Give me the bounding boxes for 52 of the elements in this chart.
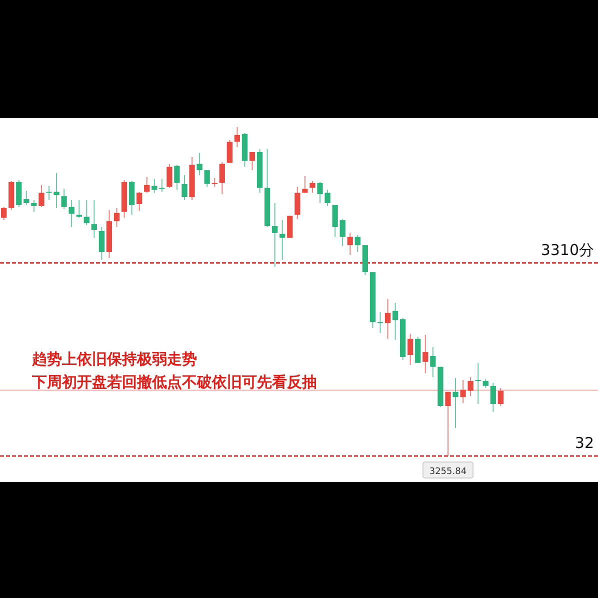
candlestick bbox=[408, 333, 414, 366]
candlestick bbox=[1, 206, 7, 221]
candlestick bbox=[38, 184, 44, 208]
candlestick bbox=[384, 298, 391, 340]
candlestick bbox=[392, 302, 398, 340]
candlestick bbox=[490, 382, 496, 412]
candlestick bbox=[16, 179, 22, 208]
candlestick bbox=[196, 152, 202, 176]
candlestick bbox=[422, 334, 428, 374]
candlestick bbox=[310, 180, 316, 194]
candlestick bbox=[61, 188, 67, 210]
candlestick bbox=[332, 204, 338, 238]
candlestick bbox=[128, 180, 135, 216]
candlestick bbox=[272, 202, 278, 268]
annotation: 趋势上依旧保持极弱走势 bbox=[31, 350, 197, 368]
candlestick bbox=[340, 218, 346, 247]
candlestick bbox=[377, 311, 384, 334]
candlestick bbox=[24, 190, 30, 206]
candlestick bbox=[136, 191, 142, 212]
candlestick bbox=[280, 220, 286, 260]
candlestick bbox=[475, 362, 481, 405]
candlestick bbox=[159, 178, 165, 192]
candlestick bbox=[31, 200, 37, 212]
text: 32 bbox=[574, 434, 594, 452]
annotation: 3255.84 bbox=[429, 467, 467, 477]
candlestick bbox=[294, 186, 300, 220]
candlestick bbox=[84, 200, 90, 226]
candlestick bbox=[354, 234, 360, 253]
candlestick bbox=[144, 176, 150, 194]
candlestick bbox=[91, 200, 97, 238]
candlestick bbox=[76, 200, 82, 218]
candlestick bbox=[302, 176, 308, 194]
candlestick bbox=[430, 346, 436, 378]
candlestick bbox=[204, 170, 210, 188]
candlestick bbox=[226, 139, 232, 164]
candlestick bbox=[287, 215, 293, 238]
annotation: 下周初开盘若回撤低点不破依旧可先看反抽 bbox=[31, 373, 317, 391]
candlestick bbox=[498, 387, 504, 406]
candlestick bbox=[452, 378, 458, 429]
candlestick bbox=[234, 126, 240, 148]
candlestick bbox=[174, 164, 180, 190]
ref-line-label: 3310分 bbox=[540, 240, 594, 259]
candlestick bbox=[166, 163, 172, 188]
candlestick bbox=[98, 226, 105, 260]
candlestick bbox=[219, 161, 225, 195]
candlestick bbox=[249, 152, 256, 171]
candlestick bbox=[347, 232, 353, 256]
candlestick bbox=[152, 178, 158, 194]
candlestick bbox=[182, 174, 188, 201]
candlestick bbox=[68, 200, 74, 228]
candlestick bbox=[445, 391, 451, 456]
candlestick bbox=[114, 207, 120, 228]
